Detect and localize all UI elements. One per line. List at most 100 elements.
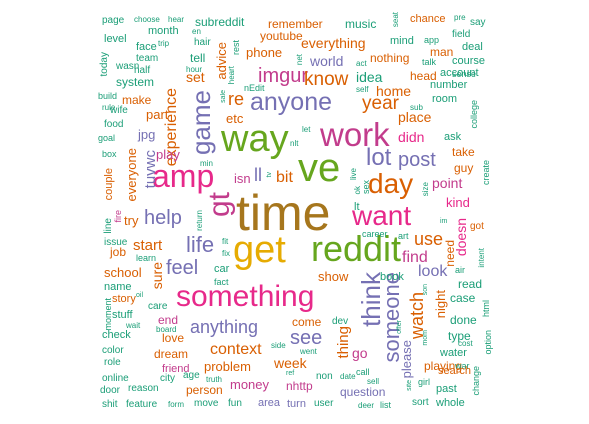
word-shit: shit <box>102 399 118 410</box>
word-heart: heart <box>227 66 236 85</box>
word-fire: fire <box>113 210 123 223</box>
word-hair: hair <box>194 37 211 48</box>
word-sell: sell <box>367 377 380 386</box>
word-moment: moment <box>103 298 113 331</box>
word-ref: ref <box>286 370 295 377</box>
word-check: check <box>102 329 131 341</box>
word-talk: talk <box>422 57 437 67</box>
word-find: find <box>402 249 428 266</box>
word-start: start <box>133 237 163 254</box>
word-number: number <box>430 79 468 91</box>
word-feel: feel <box>166 257 199 279</box>
word-lot: lot <box>366 144 392 171</box>
word-self: self <box>356 85 369 94</box>
word-nlt: nlt <box>290 139 299 148</box>
word-site: site <box>406 380 413 391</box>
word-half: half <box>134 65 151 76</box>
word-goal: goal <box>98 133 116 143</box>
word-city: city <box>160 373 175 384</box>
word-something: something <box>176 280 315 313</box>
word-app: app <box>424 35 440 45</box>
word-time: time <box>236 185 331 241</box>
word-line: line <box>103 218 114 234</box>
word-chance: chance <box>410 13 446 25</box>
word-name: name <box>104 281 132 293</box>
word-work: work <box>320 116 390 153</box>
word-use: use <box>414 229 444 249</box>
word-fact: fact <box>214 277 229 287</box>
word-html: html <box>481 300 491 318</box>
word-size: size <box>421 182 430 197</box>
word-month: month <box>148 25 179 37</box>
word-see: see <box>290 327 323 349</box>
word-air: air <box>455 265 466 275</box>
word-reason: reason <box>128 383 159 394</box>
word-try: try <box>124 213 139 228</box>
word-offer: offer <box>396 320 403 334</box>
word-kind: kind <box>446 195 470 210</box>
word-age: age <box>183 370 200 381</box>
word-mind: mind <box>390 35 414 47</box>
word-account: account <box>440 67 479 79</box>
word-door: door <box>100 385 121 396</box>
word-sure: sure <box>149 262 165 290</box>
word-intent: intent <box>477 248 486 268</box>
word-end: end <box>158 313 179 327</box>
word-fun: fun <box>228 398 242 409</box>
word-build: build <box>98 91 118 101</box>
word-change: change <box>471 366 481 396</box>
word-school: school <box>104 265 142 280</box>
word-team: team <box>136 53 159 64</box>
word-box: box <box>102 149 117 159</box>
word-ve: ve <box>298 146 341 190</box>
word-life: life <box>186 232 215 257</box>
word-act: act <box>356 59 367 68</box>
word-career: career <box>362 229 388 239</box>
word-sale: sale <box>220 90 227 103</box>
word-remember: remember <box>268 17 323 31</box>
word-deal: deal <box>462 41 483 53</box>
word-read: read <box>458 277 483 291</box>
word-fit: fit <box>222 237 229 246</box>
word-point: point <box>432 175 463 191</box>
word-move: move <box>194 398 219 409</box>
word-level: level <box>104 33 127 45</box>
word-book: book <box>380 271 404 283</box>
word-today: today <box>99 52 110 77</box>
word-year: year <box>362 93 399 114</box>
word-past: past <box>436 383 457 395</box>
word-isn: isn <box>234 171 251 186</box>
word-sense: sense <box>452 69 477 79</box>
word-nhttp: nhttp <box>286 379 313 393</box>
word-part: part <box>146 107 169 122</box>
word-job: job <box>110 245 127 259</box>
word-user: user <box>314 398 334 409</box>
word-date: date <box>340 372 356 381</box>
word-feature: feature <box>126 399 158 410</box>
word-list: list <box>380 400 391 410</box>
word-go: go <box>352 345 368 361</box>
word-choose: choose <box>134 15 160 24</box>
word-etc: etc <box>226 111 244 126</box>
word-art: art <box>398 231 409 241</box>
word-create: create <box>481 160 491 186</box>
word-went: went <box>300 347 317 356</box>
word-nothing: nothing <box>370 51 410 65</box>
word-say: say <box>470 17 486 28</box>
word-sort: sort <box>412 397 429 408</box>
word-whole: whole <box>436 397 465 409</box>
word-wasn: wasn <box>116 61 140 72</box>
word-call: call <box>356 367 370 377</box>
word-option: option <box>483 330 493 355</box>
word-im: im <box>440 218 448 225</box>
word-cost: cost <box>458 339 473 348</box>
word-wait: wait <box>126 321 141 330</box>
word-come: come <box>292 315 322 329</box>
word-couple: couple <box>103 168 115 201</box>
word-oil: oil <box>136 292 144 299</box>
word-look: look <box>418 263 448 280</box>
word-youtube: youtube <box>260 29 303 43</box>
word-page: page <box>102 15 125 26</box>
word-trip: trip <box>158 39 170 48</box>
